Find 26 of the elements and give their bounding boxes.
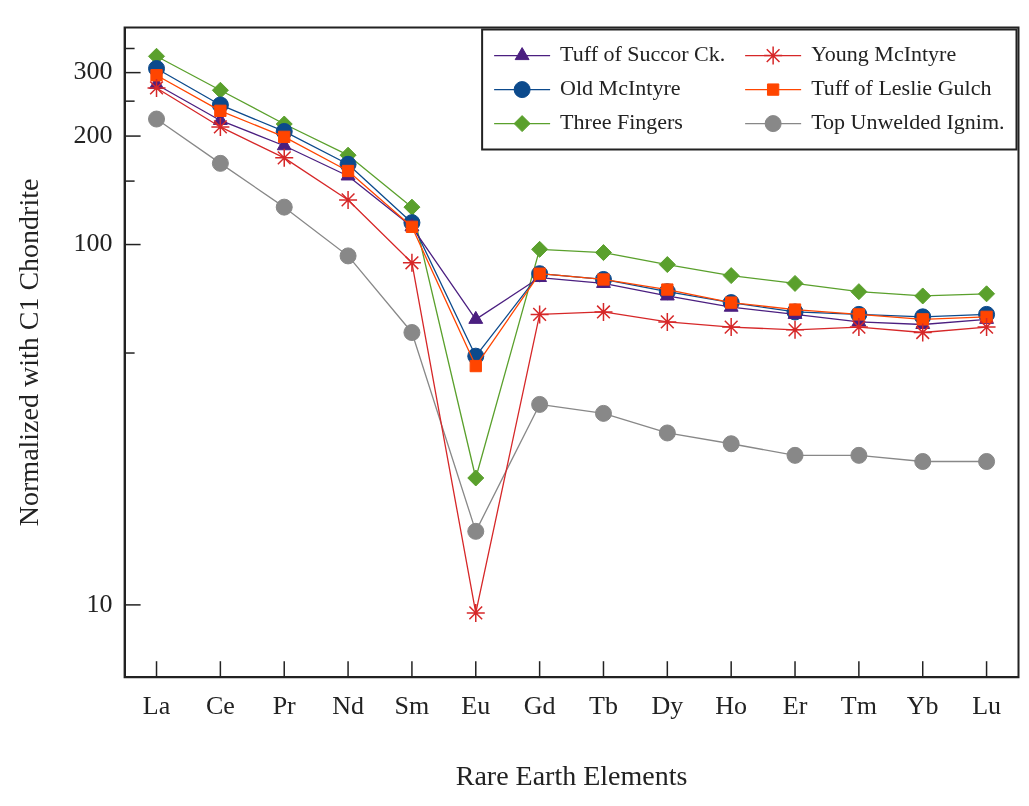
y-tick-label: 10 bbox=[86, 588, 113, 618]
legend-label: Tuff of Succor Ck. bbox=[560, 41, 726, 67]
x-tick-label: Lu bbox=[972, 690, 1002, 720]
legend-label: Tuff of Leslie Gulch bbox=[811, 75, 992, 101]
x-tick-label: Tm bbox=[840, 690, 877, 720]
x-tick-label: Pr bbox=[272, 690, 297, 720]
x-tick-label: Ho bbox=[715, 690, 748, 720]
legend-label: Old McIntyre bbox=[560, 75, 681, 101]
x-tick-label: Ce bbox=[205, 690, 235, 720]
y-tick-label: 100 bbox=[73, 228, 113, 258]
legend-label: Young McIntyre bbox=[811, 41, 957, 67]
x-tick-label: Tb bbox=[589, 690, 618, 720]
x-tick-label: Gd bbox=[523, 690, 556, 720]
legend-label: Three Fingers bbox=[560, 109, 683, 135]
x-axis-title: Rare Earth Elements bbox=[455, 759, 688, 791]
y-tick-label: 300 bbox=[73, 56, 113, 86]
y-axis-title: Normalized with C1 Chondrite bbox=[13, 178, 45, 527]
y-tick-label: 200 bbox=[73, 119, 113, 149]
x-tick-label: Er bbox=[782, 690, 808, 720]
x-tick-label: Yb bbox=[906, 690, 939, 720]
x-tick-label: Dy bbox=[651, 690, 684, 720]
legend-label: Top Unwelded Ignim. bbox=[811, 109, 1005, 135]
x-tick-label: Eu bbox=[461, 690, 491, 720]
x-tick-label: La bbox=[142, 690, 171, 720]
x-tick-label: Sm bbox=[394, 690, 430, 720]
x-tick-label: Nd bbox=[332, 690, 364, 720]
